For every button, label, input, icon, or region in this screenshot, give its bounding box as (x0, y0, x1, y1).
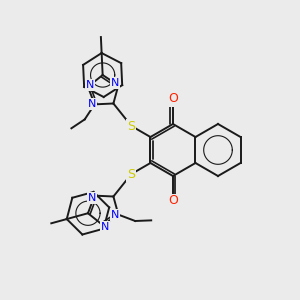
Text: N: N (111, 210, 120, 220)
Text: N: N (87, 193, 96, 202)
Text: N: N (86, 80, 94, 90)
Text: S: S (128, 167, 135, 181)
Text: N: N (111, 78, 120, 88)
Text: O: O (168, 92, 178, 106)
Text: O: O (168, 194, 178, 208)
Text: N: N (87, 99, 96, 110)
Text: N: N (100, 222, 109, 232)
Text: S: S (128, 119, 135, 133)
